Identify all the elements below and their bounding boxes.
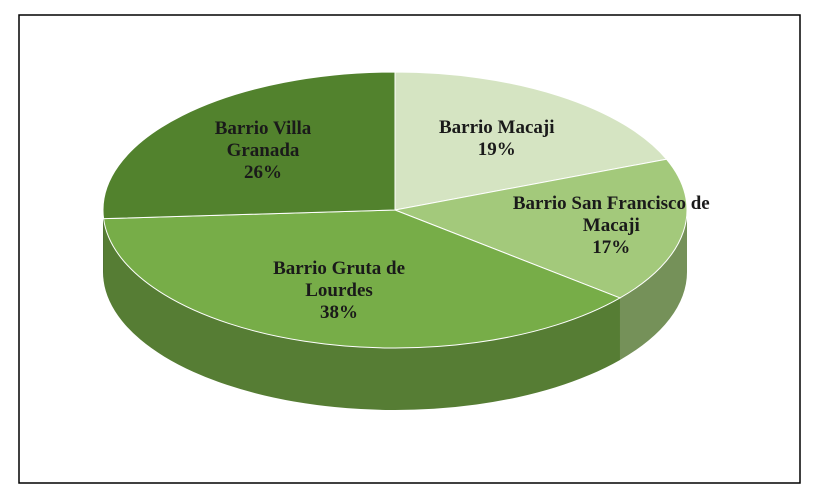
data-label: Barrio Macaji 19% bbox=[412, 117, 582, 161]
percent-label: 38% bbox=[320, 302, 359, 324]
pie-slice bbox=[393, 158, 688, 299]
category-label: Barrio Macaji bbox=[438, 117, 555, 139]
category-label: Barrio San Francisco de Macaji bbox=[512, 193, 710, 237]
percent-label: 19% bbox=[477, 139, 516, 161]
percent-label: 26% bbox=[244, 162, 283, 184]
percent-label: 17% bbox=[592, 237, 631, 259]
pie-slice-side bbox=[103, 210, 104, 281]
pie-slice bbox=[103, 209, 622, 349]
category-label: Barrio Villa Granada bbox=[214, 118, 312, 162]
pie-slice bbox=[394, 71, 668, 211]
category-label: Barrio Gruta de Lourdes bbox=[273, 258, 406, 302]
pie-slice-side bbox=[103, 218, 620, 410]
data-label: Barrio Villa Granada 26% bbox=[193, 118, 333, 184]
pie-slice-side bbox=[619, 210, 687, 360]
pie-slice bbox=[102, 71, 396, 220]
data-label: Barrio Gruta de Lourdes 38% bbox=[244, 258, 434, 324]
data-label: Barrio San Francisco de Macaji 17% bbox=[491, 193, 731, 259]
